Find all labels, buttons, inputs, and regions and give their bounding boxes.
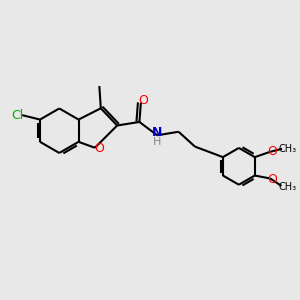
Text: CH₃: CH₃ — [278, 182, 296, 192]
Text: CH₃: CH₃ — [279, 144, 297, 154]
Text: O: O — [267, 145, 277, 158]
Text: H: H — [153, 137, 161, 147]
Text: O: O — [138, 94, 148, 107]
Text: O: O — [267, 173, 277, 186]
Text: N: N — [152, 126, 162, 140]
Text: Cl: Cl — [11, 109, 24, 122]
Text: O: O — [94, 142, 104, 155]
